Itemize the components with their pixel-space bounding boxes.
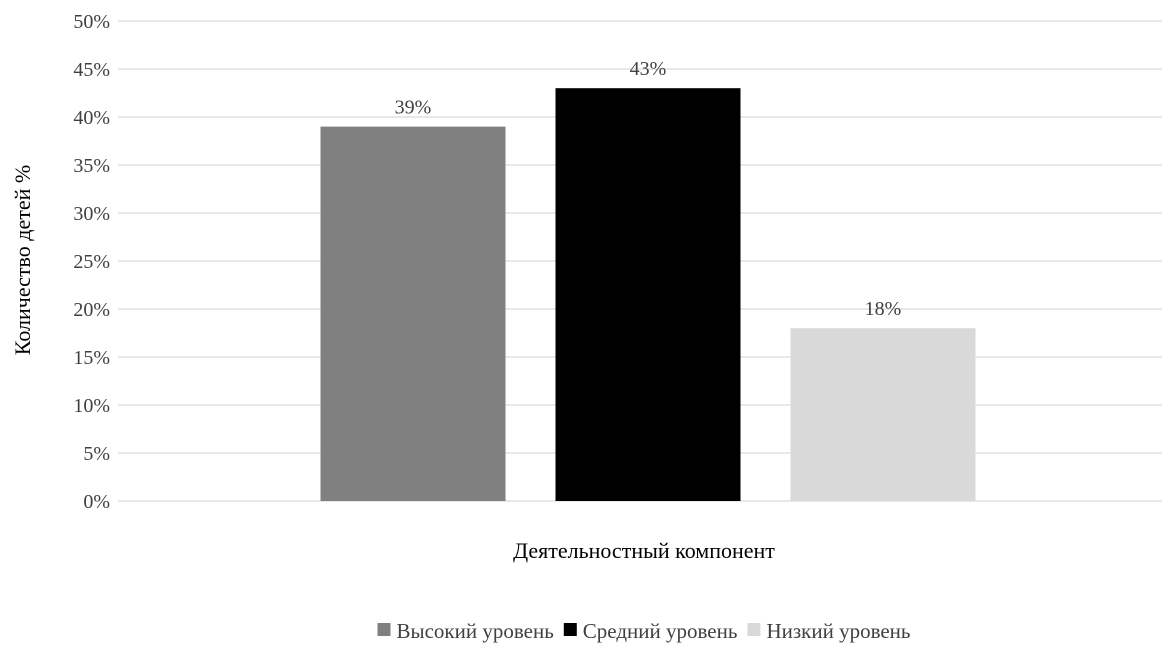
bar xyxy=(320,126,506,501)
data-label: 18% xyxy=(865,298,902,320)
y-tick-label: 25% xyxy=(73,251,110,273)
x-axis-title: Деятельностный компонент xyxy=(513,538,775,563)
legend-label: Высокий уровень xyxy=(397,619,554,643)
y-tick-label: 45% xyxy=(73,59,110,81)
y-tick-labels: 0% 5% 10% 15% 20% 25% 30% 35% 40% 45% 50% xyxy=(73,11,110,513)
y-tick-label: 15% xyxy=(73,347,110,369)
data-label: 39% xyxy=(395,97,432,119)
data-label: 43% xyxy=(630,58,667,80)
bar xyxy=(555,88,741,501)
legend-swatch xyxy=(563,623,577,636)
y-tick-label: 0% xyxy=(83,491,110,513)
data-labels: 39% 43% 18% xyxy=(395,58,902,320)
y-tick-label: 20% xyxy=(73,299,110,321)
y-tick-label: 40% xyxy=(73,107,110,129)
legend: Высокий уровень Средний уровень Низкий уро… xyxy=(377,619,911,643)
bar xyxy=(790,328,976,501)
y-axis-title: Количество детей % xyxy=(10,165,35,355)
bars xyxy=(320,88,976,501)
y-tick-label: 10% xyxy=(73,395,110,417)
legend-label: Средний уровень xyxy=(583,619,738,643)
legend-label: Низкий уровень xyxy=(766,619,910,643)
legend-swatch xyxy=(377,623,391,636)
y-tick-label: 5% xyxy=(83,443,110,465)
y-tick-label: 30% xyxy=(73,203,110,225)
y-tick-label: 35% xyxy=(73,155,110,177)
legend-swatch xyxy=(747,623,761,636)
y-tick-label: 50% xyxy=(73,11,110,33)
